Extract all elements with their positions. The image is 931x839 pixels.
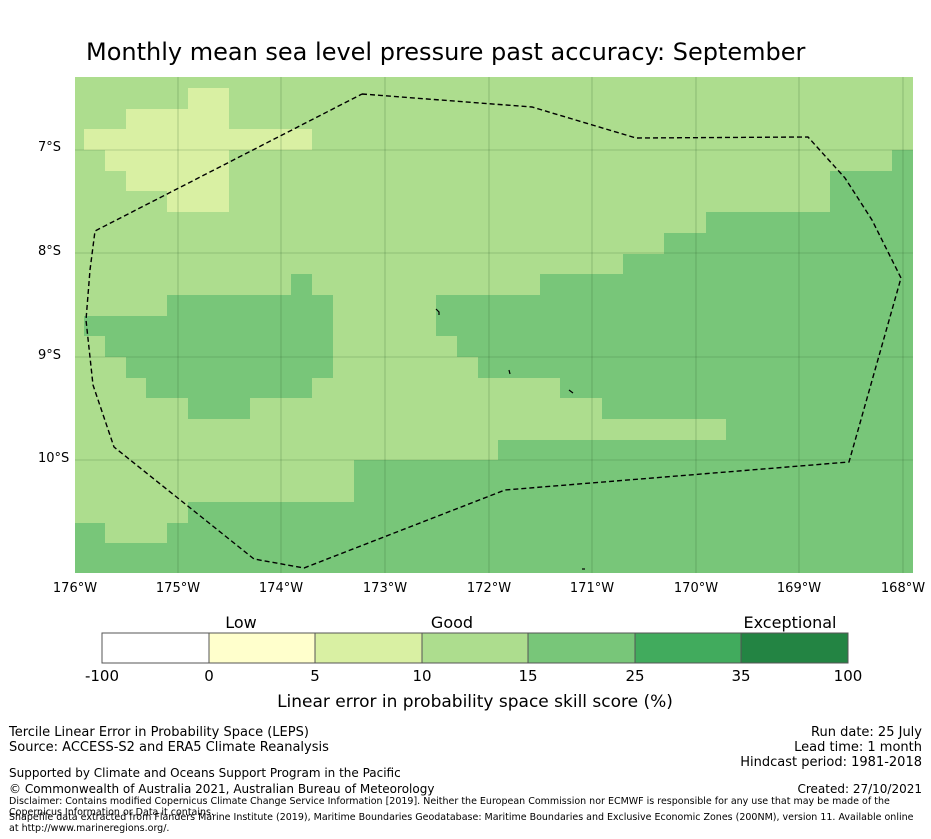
colorbar-segment — [101, 632, 210, 664]
colorbar-tick: 35 — [731, 667, 751, 685]
colorbar-tick: 10 — [412, 667, 432, 685]
gridlines — [75, 77, 913, 573]
colorbar-tick: 25 — [625, 667, 645, 685]
chart-title: Monthly mean sea level pressure past acc… — [86, 38, 806, 66]
colorbar-category-good: Good — [430, 613, 474, 632]
colorbar-segment — [740, 632, 849, 664]
colorbar-category-low: Low — [225, 613, 257, 632]
colorbar-tick: 15 — [518, 667, 538, 685]
lat-label: 7°S — [38, 140, 62, 155]
lat-label: 10°S — [38, 451, 70, 466]
lon-label: 176°W — [52, 581, 98, 596]
lon-label: 172°W — [466, 581, 512, 596]
colorbar-segment — [208, 632, 316, 664]
colorbar-segment — [421, 632, 529, 664]
source-text: Source: ACCESS-S2 and ERA5 Climate Reana… — [9, 740, 329, 755]
lon-label: 175°W — [155, 581, 201, 596]
colorbar-title: Linear error in probability space skill … — [277, 692, 673, 712]
copyright-text: © Commonwealth of Australia 2021, Austra… — [9, 782, 435, 796]
colorbar-segment — [634, 632, 742, 664]
lead-time: Lead time: 1 month — [794, 740, 922, 755]
disclaimer-text: Disclaimer: Contains modified Copernicus… — [9, 796, 890, 818]
lon-label: 169°W — [776, 581, 822, 596]
created-date: Created: 27/10/2021 — [797, 782, 922, 796]
shapefile-credit: Shapefile data extracted from Flanders M… — [9, 812, 914, 834]
lon-label: 174°W — [258, 581, 304, 596]
skill-region-5-10 — [84, 88, 312, 212]
colorbar-tick: -100 — [84, 667, 120, 685]
colorbar-segment — [314, 632, 423, 664]
skill-region-15-25 — [75, 150, 913, 573]
colorbar-segment — [527, 632, 636, 664]
colorbar-tick: 5 — [310, 667, 320, 685]
run-date: Run date: 25 July — [811, 725, 922, 740]
lon-label: 170°W — [673, 581, 719, 596]
colorbar-tick: 100 — [833, 667, 863, 685]
eez-boundary — [85, 93, 902, 569]
lat-label: 9°S — [38, 348, 62, 363]
lat-label: 8°S — [38, 244, 62, 259]
colorbar — [101, 632, 849, 664]
lon-label: 168°W — [880, 581, 926, 596]
lon-label: 173°W — [362, 581, 408, 596]
support-text: Supported by Climate and Oceans Support … — [9, 766, 401, 780]
colorbar-tick: 0 — [204, 667, 214, 685]
method-text: Tercile Linear Error in Probability Spac… — [9, 725, 309, 740]
hindcast-period: Hindcast period: 1981-2018 — [740, 755, 922, 770]
colorbar-category-exceptional: Exceptional — [743, 613, 837, 632]
island-marks — [435, 308, 585, 570]
lon-label: 171°W — [569, 581, 615, 596]
